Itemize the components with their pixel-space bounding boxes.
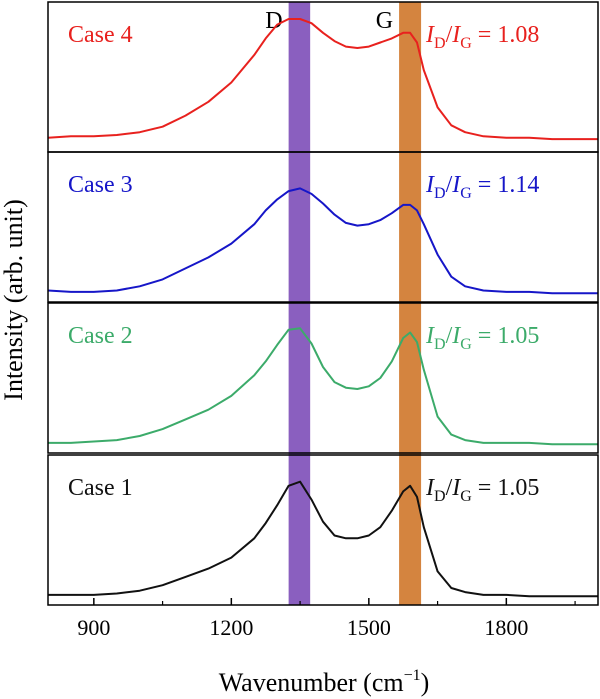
x-tick-label: 900: [77, 615, 110, 640]
y-axis-title: Intensity (arb. unit): [0, 199, 28, 400]
panel-frame: [47, 302, 599, 454]
panel-case-2: Case 2 ID/IG = 1.05: [47, 302, 599, 454]
panel-case-3: Case 3 ID/IG = 1.14: [47, 151, 599, 303]
panel-frame: [47, 454, 599, 606]
series-line-case-2: [48, 327, 598, 446]
ratio-label: ID/IG = 1.14: [425, 172, 539, 202]
x-tick-label: 1200: [209, 615, 253, 640]
x-axis-title-close: ): [421, 668, 430, 697]
x-axis: 900 1200 1500 1800: [77, 598, 576, 640]
x-axis-title: Wavenumber (cm−1): [219, 667, 430, 697]
series-line-case-1: [48, 480, 598, 598]
case-label: Case 2: [68, 323, 133, 349]
band-label-D: D: [265, 8, 282, 34]
panel-case-1: Case 1 ID/IG = 1.05: [47, 454, 599, 606]
band-label-G: G: [376, 8, 393, 34]
x-axis-title-text: Wavenumber (cm: [219, 668, 404, 697]
x-axis-title-sup: −1: [404, 667, 421, 684]
case-label: Case 4: [68, 22, 133, 48]
series-line-case-4: [47, 18, 598, 141]
case-label: Case 3: [68, 172, 133, 198]
panel-frame: [47, 151, 599, 303]
case-label: Case 1: [68, 475, 133, 501]
ratio-label: ID/IG = 1.08: [425, 22, 539, 52]
ratio-label: ID/IG = 1.05: [425, 323, 539, 353]
panels-layer: Case 4 ID/IG = 1.08 Case 3 ID/IG = 1.14 Case 2…: [47, 1, 599, 606]
x-tick-label: 1800: [484, 615, 528, 640]
ratio-label: ID/IG = 1.05: [425, 475, 539, 505]
series-line-case-3: [47, 187, 598, 295]
panel-case-4: Case 4 ID/IG = 1.08: [47, 1, 599, 153]
x-tick-label: 1500: [347, 615, 391, 640]
